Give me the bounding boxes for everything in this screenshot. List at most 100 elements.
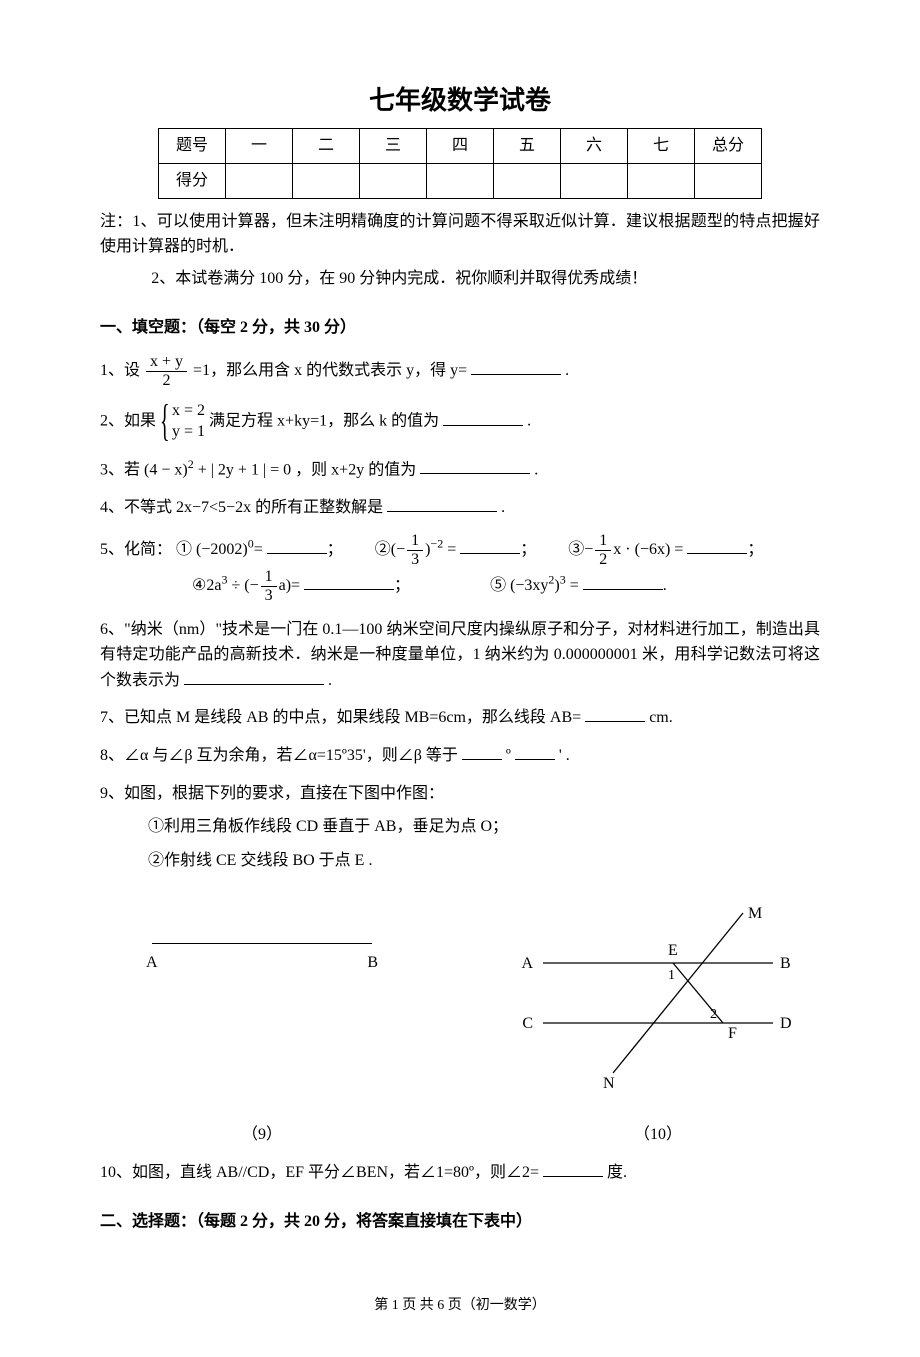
q5-p2a: ②(− — [375, 541, 405, 558]
fig9-a-label: A — [146, 950, 158, 976]
q1-end: . — [565, 362, 569, 379]
q5-p5c: = — [566, 577, 579, 594]
q5-p2-num: 1 — [407, 532, 423, 551]
q5-p3b: x · (−6x) = — [613, 541, 683, 558]
q2-line2: y = 1 — [172, 422, 205, 443]
fig10-two: 2 — [710, 1007, 717, 1022]
q7-blank — [585, 705, 645, 722]
q5-blank5 — [583, 573, 663, 590]
q5-sc1: ； — [327, 541, 343, 558]
score-header: 总分 — [695, 128, 762, 163]
q3-b: + | 2y + 1 | = 0 ，则 x+2y 的值为 — [194, 461, 417, 478]
q1-frac-num: x + y — [146, 353, 187, 372]
question-6: 6、"纳米（nm）"技术是一门在 0.1—100 纳米空间尺度内操纵原子和分子，… — [100, 617, 820, 694]
q1-pre: 1、设 — [100, 362, 140, 379]
score-cell — [561, 163, 628, 198]
q8-text: 8、∠α 与∠β 互为余角，若∠α=15º35'，则∠β 等于 — [100, 747, 458, 764]
q5-p3-frac: 12 — [595, 532, 611, 568]
fig10-svg: M N A B C D E F 1 2 — [518, 903, 798, 1093]
question-9: 9、如图，根据下列的要求，直接在下图中作图： ①利用三角板作线段 CD 垂直于 … — [100, 781, 820, 874]
q2-blank — [443, 409, 523, 426]
score-cell — [226, 163, 293, 198]
q5-p1b: = — [254, 541, 263, 558]
q7-end: cm. — [649, 709, 673, 726]
q1-mid: =1，那么用含 x 的代数式表示 y，得 y= — [193, 362, 467, 379]
score-row-label: 得分 — [159, 163, 226, 198]
q2-mid: 满足方程 x+ky=1，那么 k 的值为 — [209, 413, 439, 430]
score-cell — [293, 163, 360, 198]
q5-p2-frac: 13 — [407, 532, 423, 568]
q10-blank — [543, 1160, 603, 1177]
score-cell — [695, 163, 762, 198]
page-footer: 第 1 页 共 6 页（初一数学） — [100, 1295, 820, 1317]
note-1: 注：1、可以使用计算器，但未注明精确度的计算问题不得采取近似计算．建议根据题型的… — [100, 209, 820, 260]
fig10-one: 1 — [668, 968, 675, 983]
q5-p4-frac: 13 — [261, 568, 277, 604]
question-7: 7、已知点 M 是线段 AB 的中点，如果线段 MB=6cm，那么线段 AB= … — [100, 705, 820, 731]
question-5: 5、化简： ① (−2002)0= ； ②(−13)−2 = ； ③−12x ·… — [100, 532, 820, 604]
score-header: 五 — [494, 128, 561, 163]
figure-9: A B — [100, 903, 424, 1102]
q4-text: 4、不等式 2x−7<5−2x 的所有正整数解是 — [100, 499, 383, 516]
figure-10: M N A B C D E F 1 2 — [496, 903, 820, 1102]
fig10-m: M — [748, 905, 762, 922]
q1-blank — [471, 358, 561, 375]
q5-p4b: ÷ (− — [227, 577, 258, 594]
q2-end: . — [527, 413, 531, 430]
q5-p3-num: 1 — [595, 532, 611, 551]
q5-period: . — [663, 577, 667, 594]
q10-text: 10、如图，直线 AB//CD，EF 平分∠BEN，若∠1=80º，则∠2= — [100, 1164, 539, 1181]
q9-sub1: ①利用三角板作线段 CD 垂直于 AB，垂足为点 O； — [148, 814, 820, 840]
q5-p2c: = — [443, 541, 456, 558]
fig10-e: E — [668, 942, 678, 959]
page-title: 七年级数学试卷 — [100, 80, 820, 122]
q5-blank3 — [687, 537, 747, 554]
q5-p2-sup: −2 — [430, 537, 443, 551]
fig10-f: F — [728, 1025, 737, 1042]
question-3: 3、若 (4 − x)2 + | 2y + 1 | = 0 ，则 x+2y 的值… — [100, 455, 820, 483]
score-cell — [360, 163, 427, 198]
question-4: 4、不等式 2x−7<5−2x 的所有正整数解是 . — [100, 495, 820, 521]
fig9-line: A B — [152, 943, 372, 946]
score-cell — [628, 163, 695, 198]
question-10: 10、如图，直线 AB//CD，EF 平分∠BEN，若∠1=80º，则∠2= 度… — [100, 1160, 820, 1186]
section-2-head: 二、选择题：（每题 2 分，共 20 分，将答案直接填在下表中） — [100, 1209, 820, 1235]
fig10-c: C — [522, 1015, 533, 1032]
q5-p3a: ③− — [568, 541, 593, 558]
fig9-b-label: B — [367, 950, 378, 976]
q8-blank1 — [462, 743, 502, 760]
score-header: 六 — [561, 128, 628, 163]
q1-fraction: x + y 2 — [146, 353, 187, 389]
q3-a: 3、若 (4 − x) — [100, 461, 188, 478]
score-header: 题号 — [159, 128, 226, 163]
q5-p5a: ⑤ (−3xy — [490, 577, 548, 594]
q5-p4a: ④2a — [192, 577, 221, 594]
figure-labels: （9） （10） — [100, 1122, 820, 1148]
q5-p1a: ① (−2002) — [176, 541, 248, 558]
q5-sc3: ； — [747, 541, 763, 558]
q9-head: 9、如图，根据下列的要求，直接在下图中作图： — [100, 781, 820, 807]
fig10-a: A — [521, 955, 533, 972]
fig9-label: （9） — [100, 1122, 424, 1148]
q5-blank2 — [460, 537, 520, 554]
score-header: 一 — [226, 128, 293, 163]
note-2: 2、本试卷满分 100 分，在 90 分钟内完成．祝你顺利并取得优秀成绩！ — [151, 266, 820, 292]
q3-end: . — [534, 461, 538, 478]
q10-end: 度. — [607, 1164, 627, 1181]
score-header: 四 — [427, 128, 494, 163]
q2-line1: x = 2 — [172, 401, 205, 422]
score-cell — [494, 163, 561, 198]
q6-end: . — [328, 672, 332, 689]
fig10-label: （10） — [496, 1122, 820, 1148]
fig10-b: B — [780, 955, 791, 972]
fig10-n: N — [603, 1075, 615, 1092]
q5-p4c: a)= — [279, 577, 300, 594]
fig10-d: D — [780, 1015, 792, 1032]
q5-blank1 — [267, 537, 327, 554]
q9-sub2: ②作射线 CE 交线段 BO 于点 E . — [148, 848, 820, 874]
question-1: 1、设 x + y 2 =1，那么用含 x 的代数式表示 y，得 y= . — [100, 353, 820, 389]
q4-end: . — [501, 499, 505, 516]
q6-blank — [184, 668, 324, 685]
q8-min: ' . — [559, 747, 570, 764]
q5-pre: 5、化简： — [100, 541, 172, 558]
